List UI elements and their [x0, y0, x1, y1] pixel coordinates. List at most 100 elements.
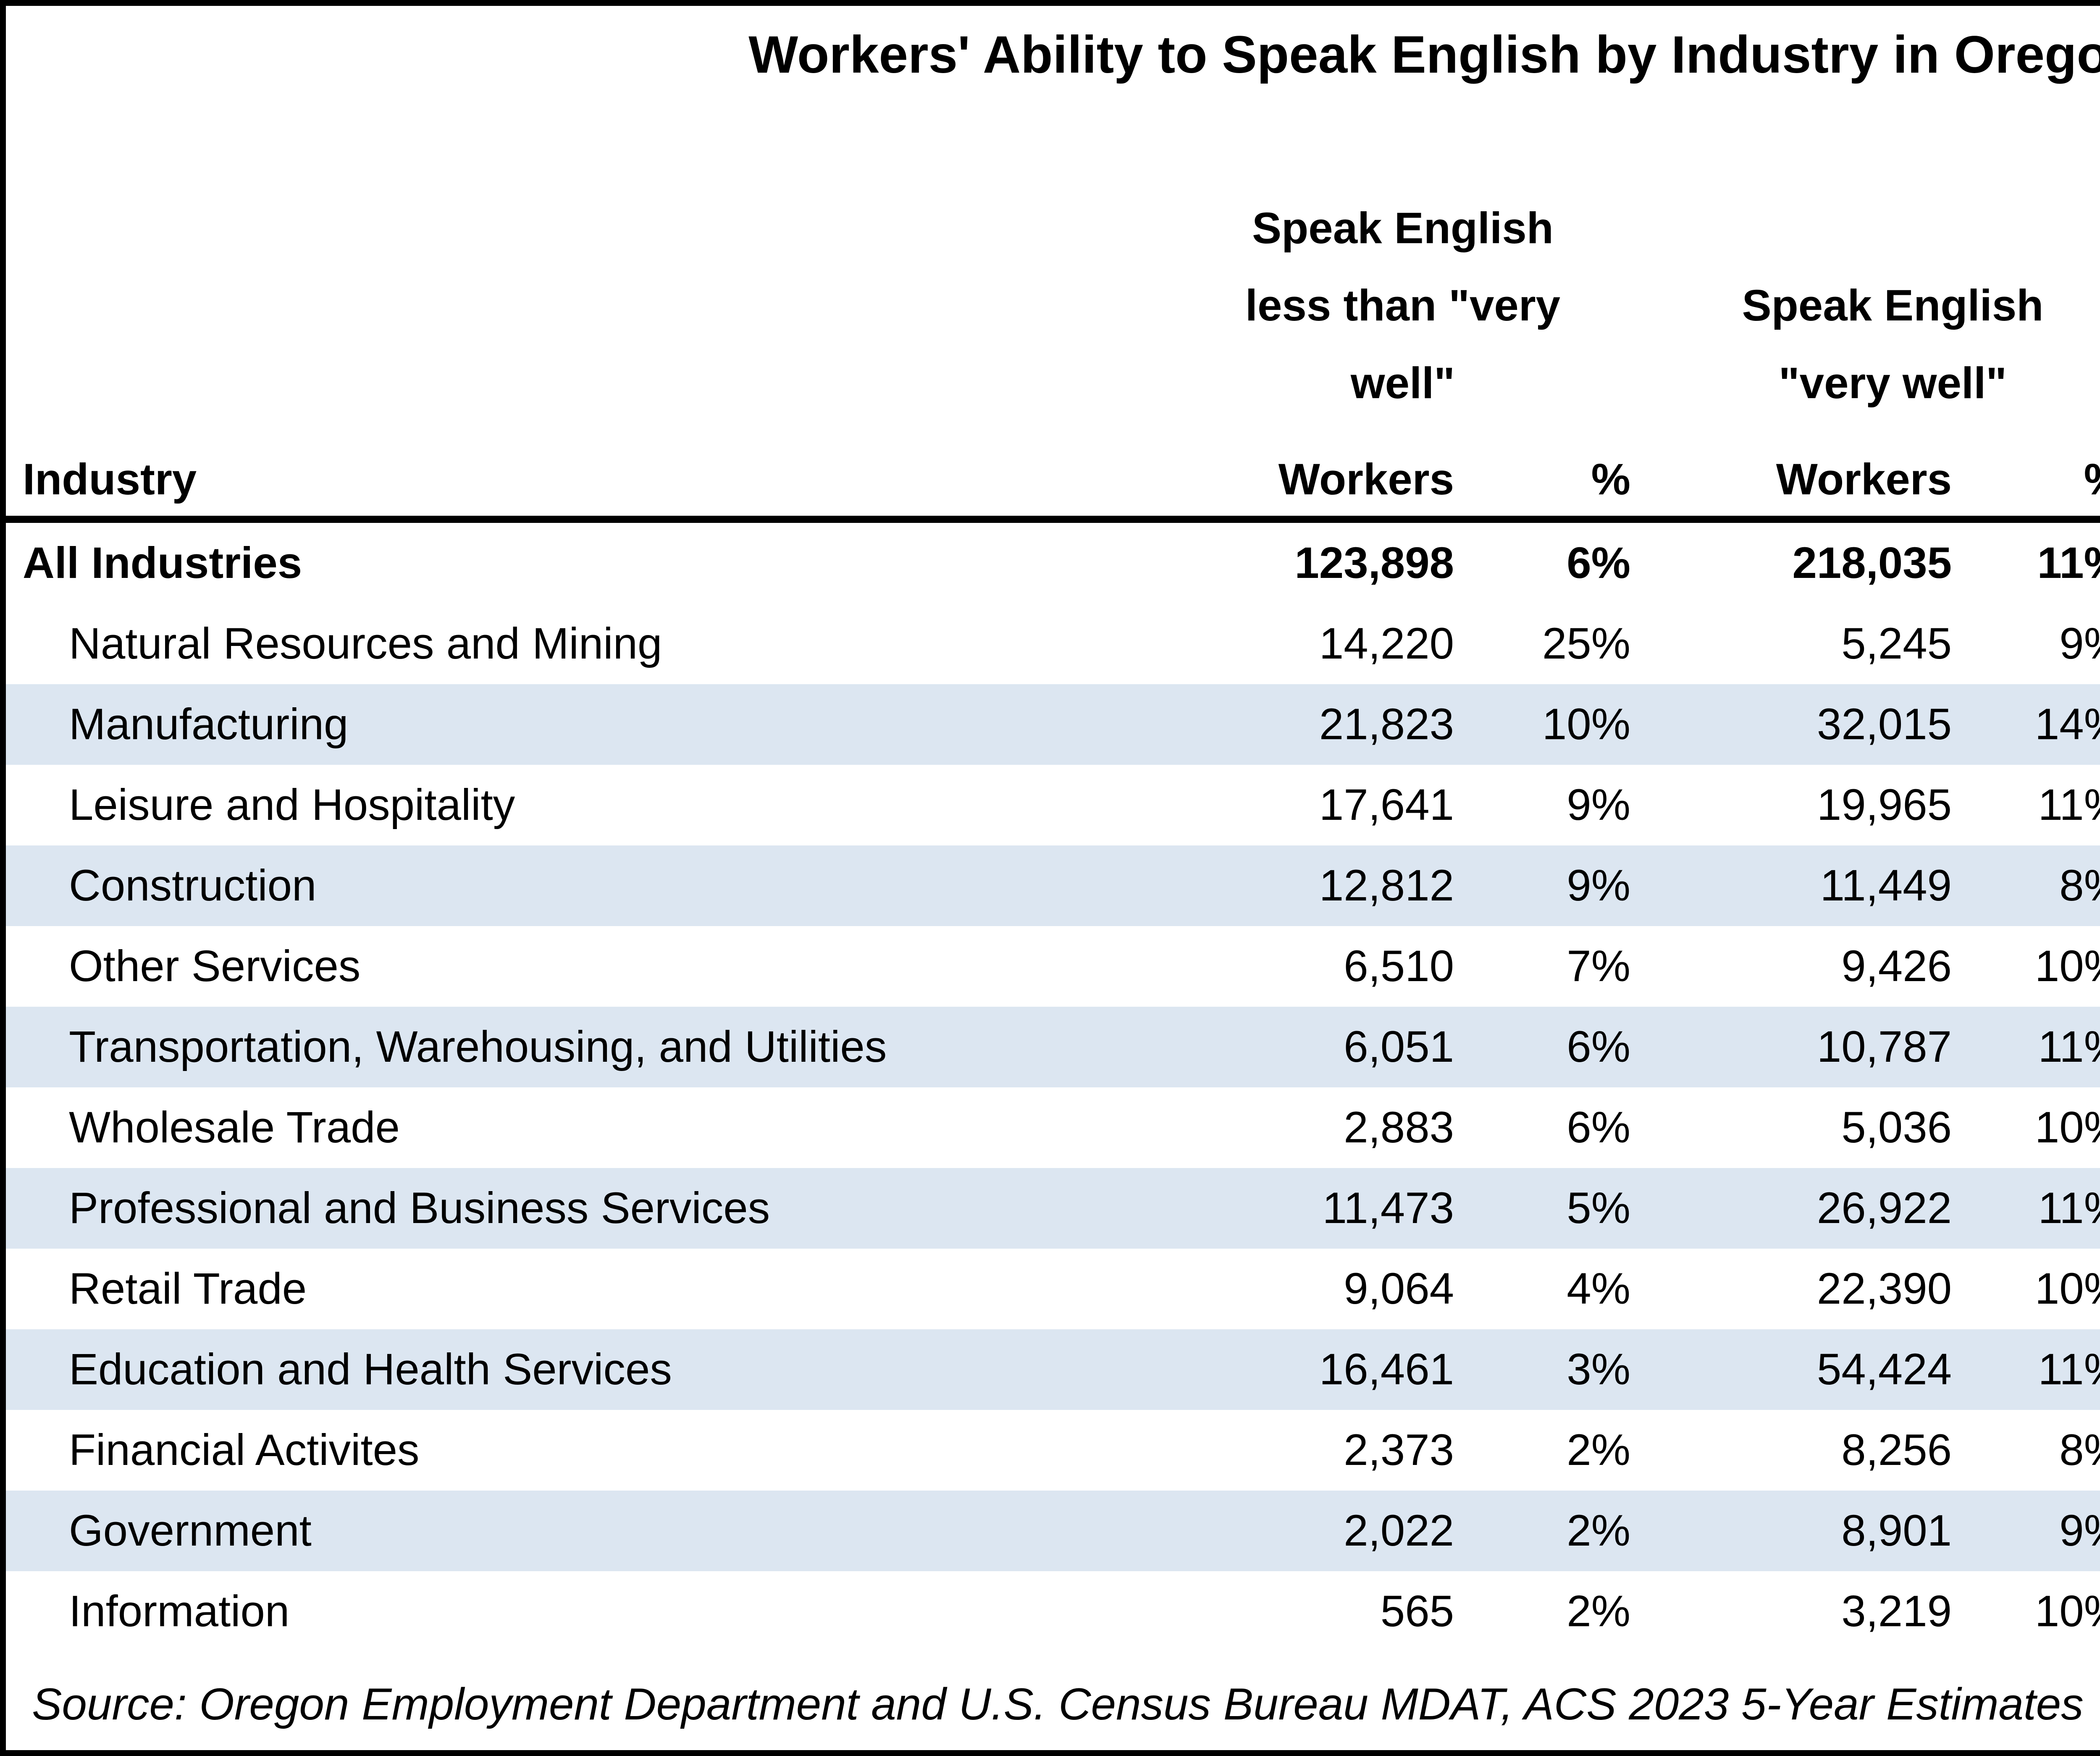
- column-header-industry: Industry: [6, 423, 1159, 523]
- value-cell: 5,245: [1841, 619, 1952, 668]
- value-cell: 8,256: [1841, 1425, 1952, 1475]
- value-cell: 19,965: [1816, 780, 1952, 829]
- source-note: Source: Oregon Employment Department and…: [32, 1679, 2084, 1729]
- value-cell: 5%: [1470, 1168, 1646, 1249]
- value-cell: 32,015: [1646, 684, 1968, 765]
- column-header-percent-1: %: [1470, 423, 1646, 523]
- industry-cell: Education and Health Services: [6, 1329, 1159, 1410]
- english-ability-table: Speak English less than "very well" Spea…: [6, 102, 2100, 1652]
- industry-cell: Manufacturing: [6, 684, 1159, 765]
- group-header-label: Speak English less than "very well": [1245, 203, 1561, 408]
- value-cell: 11%: [1968, 1168, 2100, 1249]
- value-cell: 7%: [1567, 942, 1630, 991]
- industry-cell: Leisure and Hospitality: [69, 780, 515, 829]
- table-row: Other Services6,5107%9,42610%76,34983%92…: [6, 926, 2100, 1007]
- value-cell: 14,220: [1319, 619, 1454, 668]
- group-header-spacer: [6, 102, 1159, 423]
- value-cell: 54,424: [1646, 1329, 1968, 1410]
- group-header-row: Speak English less than "very well" Spea…: [6, 102, 2100, 423]
- value-cell: 11,449: [1646, 845, 1968, 926]
- table-body: All Industries123,8986%218,03511%1,690,6…: [6, 520, 2100, 1652]
- table-row: Manufacturing21,82310%32,01514%168,46476…: [6, 684, 2100, 765]
- table-row: All Industries123,8986%218,03511%1,690,6…: [6, 520, 2100, 604]
- value-cell: 8,901: [1646, 1491, 1968, 1571]
- column-header-workers-1: Workers: [1159, 423, 1470, 523]
- industry-cell: Information: [69, 1587, 290, 1636]
- industry-cell: All Industries: [23, 538, 302, 588]
- value-cell: 2,022: [1159, 1491, 1470, 1571]
- value-cell: 26,922: [1646, 1168, 1968, 1249]
- value-cell: 11%: [1968, 1007, 2100, 1087]
- value-cell: 10%: [2034, 942, 2100, 991]
- value-cell: 8%: [1968, 845, 2100, 926]
- value-cell: 123,898: [1294, 538, 1454, 588]
- value-cell: 9%: [1968, 1491, 2100, 1571]
- column-header-percent-2: %: [1968, 423, 2100, 523]
- value-cell: 9,064: [1344, 1264, 1454, 1313]
- industry-cell: Other Services: [69, 942, 361, 991]
- value-cell: 2,883: [1344, 1103, 1454, 1152]
- table-row: Transportation, Warehousing, and Utiliti…: [6, 1007, 2100, 1087]
- value-cell: 6,510: [1344, 942, 1454, 991]
- group-header-very-well: Speak English "very well": [1646, 102, 2100, 423]
- value-cell: 6%: [1470, 1007, 1646, 1087]
- value-cell: 10%: [2034, 1587, 2100, 1636]
- value-cell: 4%: [1567, 1264, 1630, 1313]
- value-cell: 9%: [1470, 845, 1646, 926]
- value-cell: 22,390: [1816, 1264, 1952, 1313]
- value-cell: 16,461: [1159, 1329, 1470, 1410]
- column-header-row: Industry Workers % Workers % Workers % T…: [6, 423, 2100, 523]
- value-cell: 10,787: [1646, 1007, 1968, 1087]
- value-cell: 17,641: [1319, 780, 1454, 829]
- industry-cell: Professional and Business Services: [6, 1168, 1159, 1249]
- value-cell: 2%: [1567, 1425, 1630, 1475]
- industry-cell: Transportation, Warehousing, and Utiliti…: [6, 1007, 1159, 1087]
- value-cell: 6,051: [1159, 1007, 1470, 1087]
- value-cell: 21,823: [1159, 684, 1470, 765]
- value-cell: 2%: [1567, 1587, 1630, 1636]
- value-cell: 11%: [2037, 538, 2100, 588]
- table-row: Construction12,8129%11,4498%112,34482%13…: [6, 845, 2100, 926]
- value-cell: 6%: [1567, 538, 1630, 588]
- value-cell: 12,812: [1159, 845, 1470, 926]
- table-row: Retail Trade9,0644%22,39010%201,09886%23…: [6, 1249, 2100, 1329]
- value-cell: 2%: [1470, 1491, 1646, 1571]
- value-cell: 10%: [2034, 1103, 2100, 1152]
- value-cell: 11,473: [1159, 1168, 1470, 1249]
- group-header-label: Speak English "very well": [1742, 281, 2044, 408]
- value-cell: 6%: [1567, 1103, 1630, 1152]
- table-row: Leisure and Hospitality 17,641 9% 19,965 11%…: [6, 765, 2100, 845]
- value-cell: 25%: [1542, 619, 1630, 668]
- group-header-less-than-very-well: Speak English less than "very well": [1159, 102, 1646, 423]
- table-row: Professional and Business Services 11,473…: [6, 1168, 2100, 1249]
- value-cell: 10%: [1470, 684, 1646, 765]
- value-cell: 11%: [2038, 780, 2100, 829]
- column-header-workers-2: Workers: [1646, 423, 1968, 523]
- table-row: Natural Resources and Mining 14,220 25% 5,2…: [6, 604, 2100, 684]
- value-cell: 218,035: [1792, 538, 1952, 588]
- value-cell: 2,373: [1344, 1425, 1454, 1475]
- table-row: Wholesale Trade2,8836%5,03610%41,53284%4…: [6, 1087, 2100, 1168]
- value-cell: 14%: [1968, 684, 2100, 765]
- value-cell: 8%: [2059, 1425, 2100, 1475]
- page-title: Workers' Ability to Speak English by Ind…: [748, 26, 2100, 84]
- industry-cell: Construction: [6, 845, 1159, 926]
- table-row: Financial Activites2,3732%8,2568%87,7398…: [6, 1410, 2100, 1491]
- industry-cell: Wholesale Trade: [69, 1103, 400, 1152]
- table-row: Education and Health Services 16,461 3% 54,…: [6, 1329, 2100, 1410]
- value-cell: 5,036: [1841, 1103, 1952, 1152]
- industry-cell: Government: [6, 1491, 1159, 1571]
- value-cell: 11%: [1968, 1329, 2100, 1410]
- value-cell: 9,426: [1841, 942, 1952, 991]
- value-cell: 10%: [2034, 1264, 2100, 1313]
- industry-cell: Financial Activites: [69, 1425, 420, 1475]
- industry-cell: Natural Resources and Mining: [69, 619, 662, 668]
- value-cell: 3,219: [1841, 1587, 1952, 1636]
- value-cell: 3%: [1470, 1329, 1646, 1410]
- value-cell: 565: [1380, 1587, 1454, 1636]
- value-cell: 9%: [2059, 619, 2100, 668]
- value-cell: 9%: [1567, 780, 1630, 829]
